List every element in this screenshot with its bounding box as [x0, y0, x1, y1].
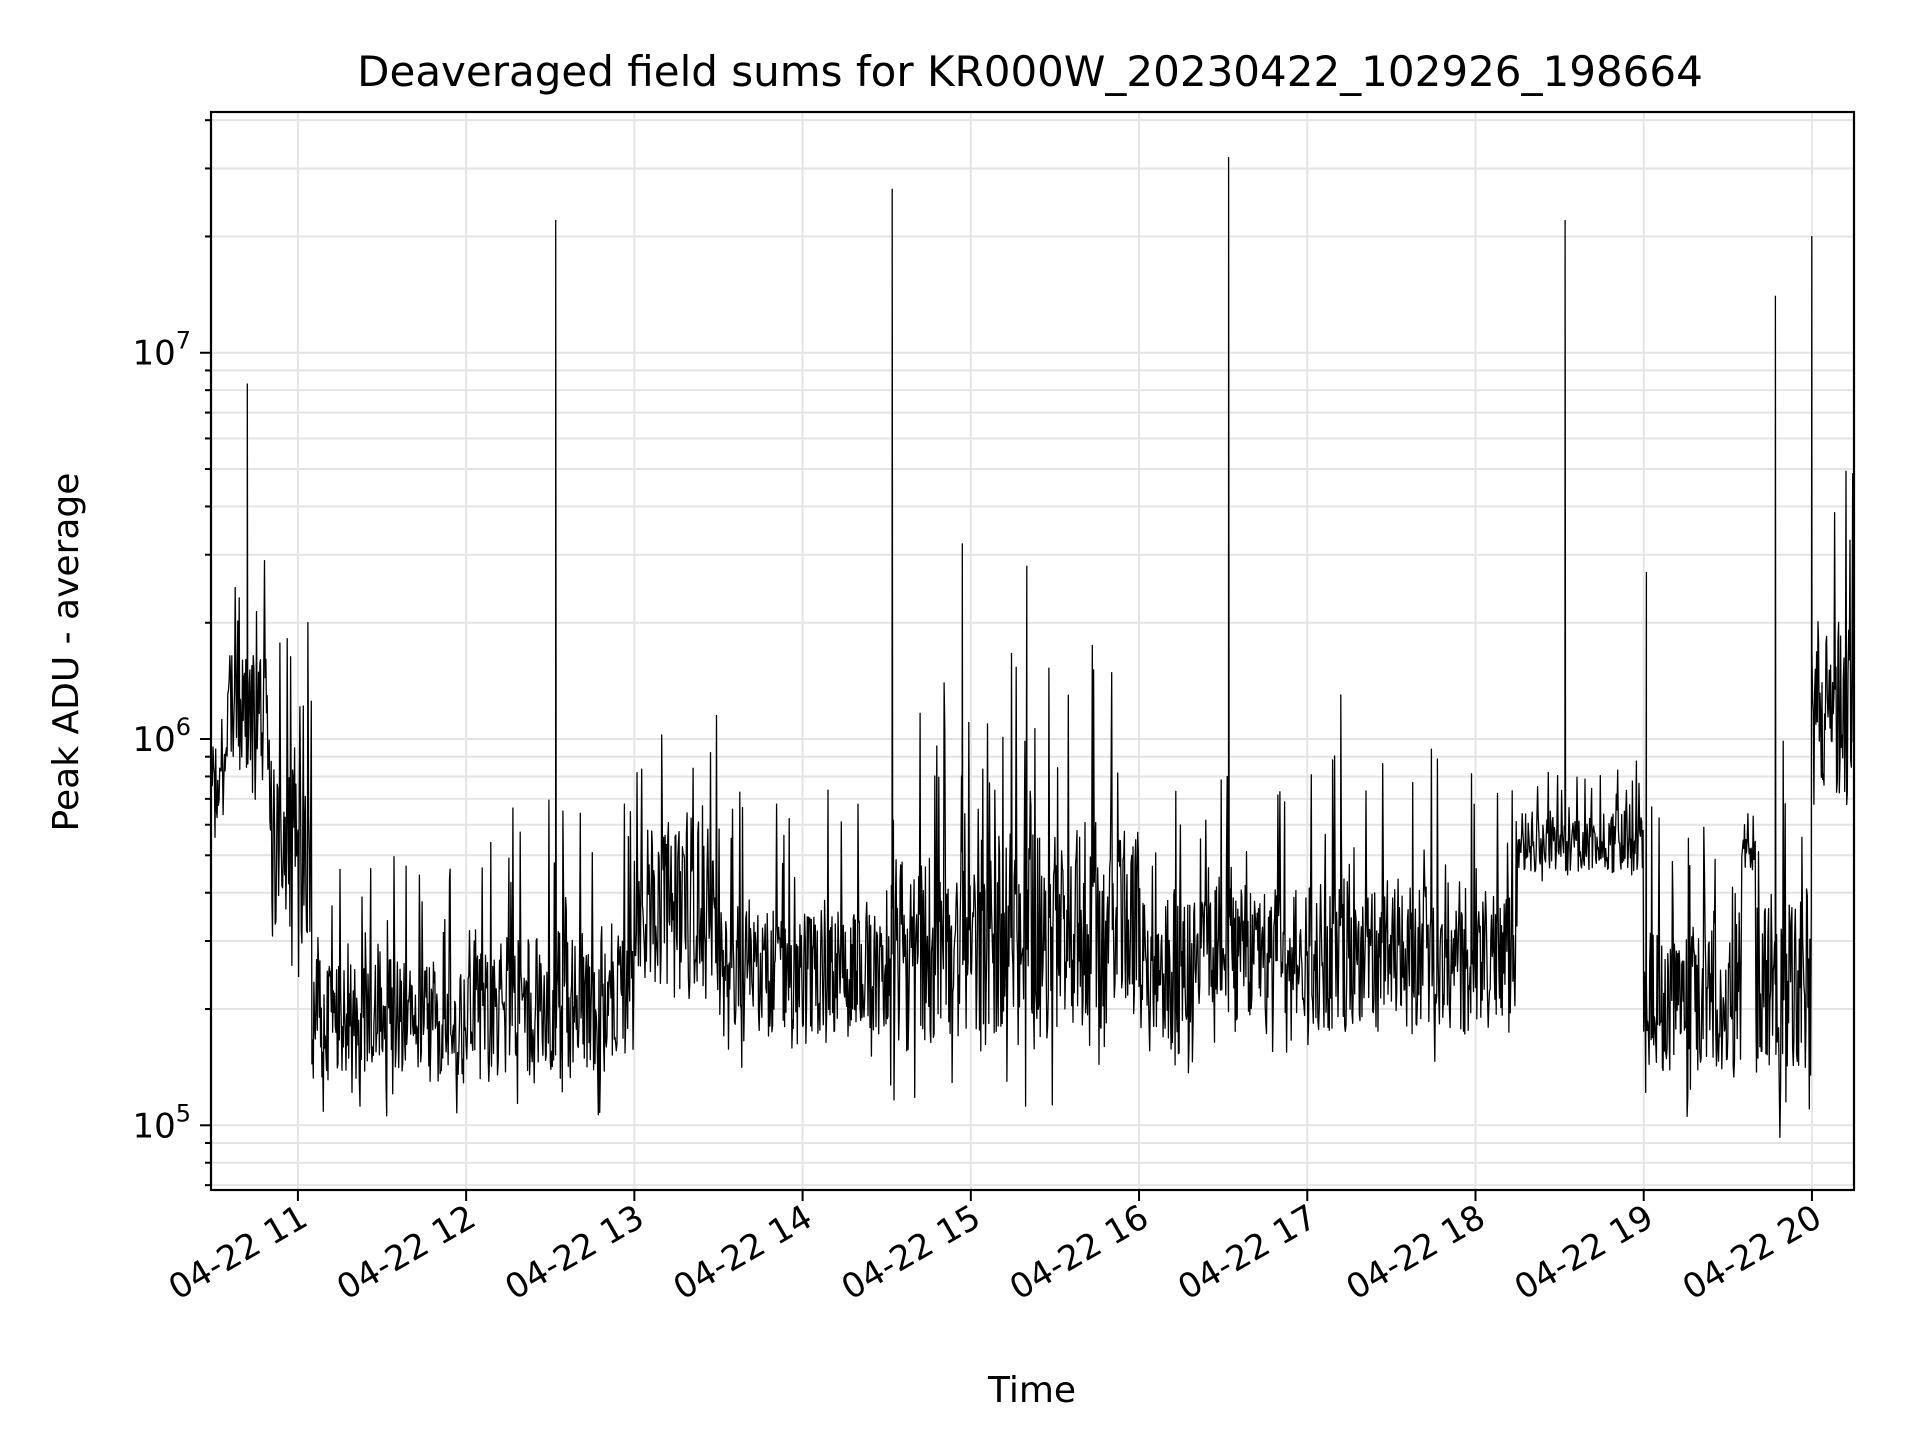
y-tick-exponent: 7: [176, 327, 191, 355]
x-tick-label: 04-22 11: [162, 1197, 314, 1308]
y-axis-label: Peak ADU - average: [46, 473, 87, 832]
x-tick-label: 04-22 20: [1676, 1197, 1828, 1308]
x-tick-label: 04-22 12: [330, 1197, 482, 1308]
y-tick-base: 10: [132, 1106, 175, 1146]
x-tick-label: 04-22 13: [498, 1197, 650, 1308]
y-tick-base: 10: [132, 334, 175, 374]
y-tick-exponent: 5: [176, 1099, 191, 1127]
y-tick-label: 105: [132, 1099, 191, 1146]
x-tick-labels: 04-22 11 04-22 12 04-22 13 04-22 14 04-22 15…: [162, 1197, 1828, 1308]
y-tick-base: 10: [132, 720, 175, 760]
x-tick-label: 04-22 18: [1340, 1197, 1492, 1308]
x-tick-label: 04-22 19: [1508, 1197, 1660, 1308]
axis-ticks: [200, 119, 1813, 1201]
x-tick-label: 04-22 14: [667, 1197, 819, 1308]
chart-title: Deaveraged field sums for KR000W_2023042…: [357, 47, 1703, 96]
x-tick-label: 04-22 16: [1003, 1197, 1155, 1308]
x-tick-label: 04-22 15: [835, 1197, 987, 1308]
x-tick-label: 04-22 17: [1171, 1197, 1323, 1308]
series-line: [210, 156, 1854, 1139]
grid: [211, 112, 1854, 1190]
y-tick-label: 107: [132, 327, 191, 374]
series-layer: [210, 156, 1854, 1139]
y-tick-exponent: 6: [176, 713, 191, 741]
plot-frame: [209, 110, 1856, 1192]
x-axis-label: Time: [987, 1370, 1076, 1411]
y-tick-label: 106: [132, 713, 191, 760]
